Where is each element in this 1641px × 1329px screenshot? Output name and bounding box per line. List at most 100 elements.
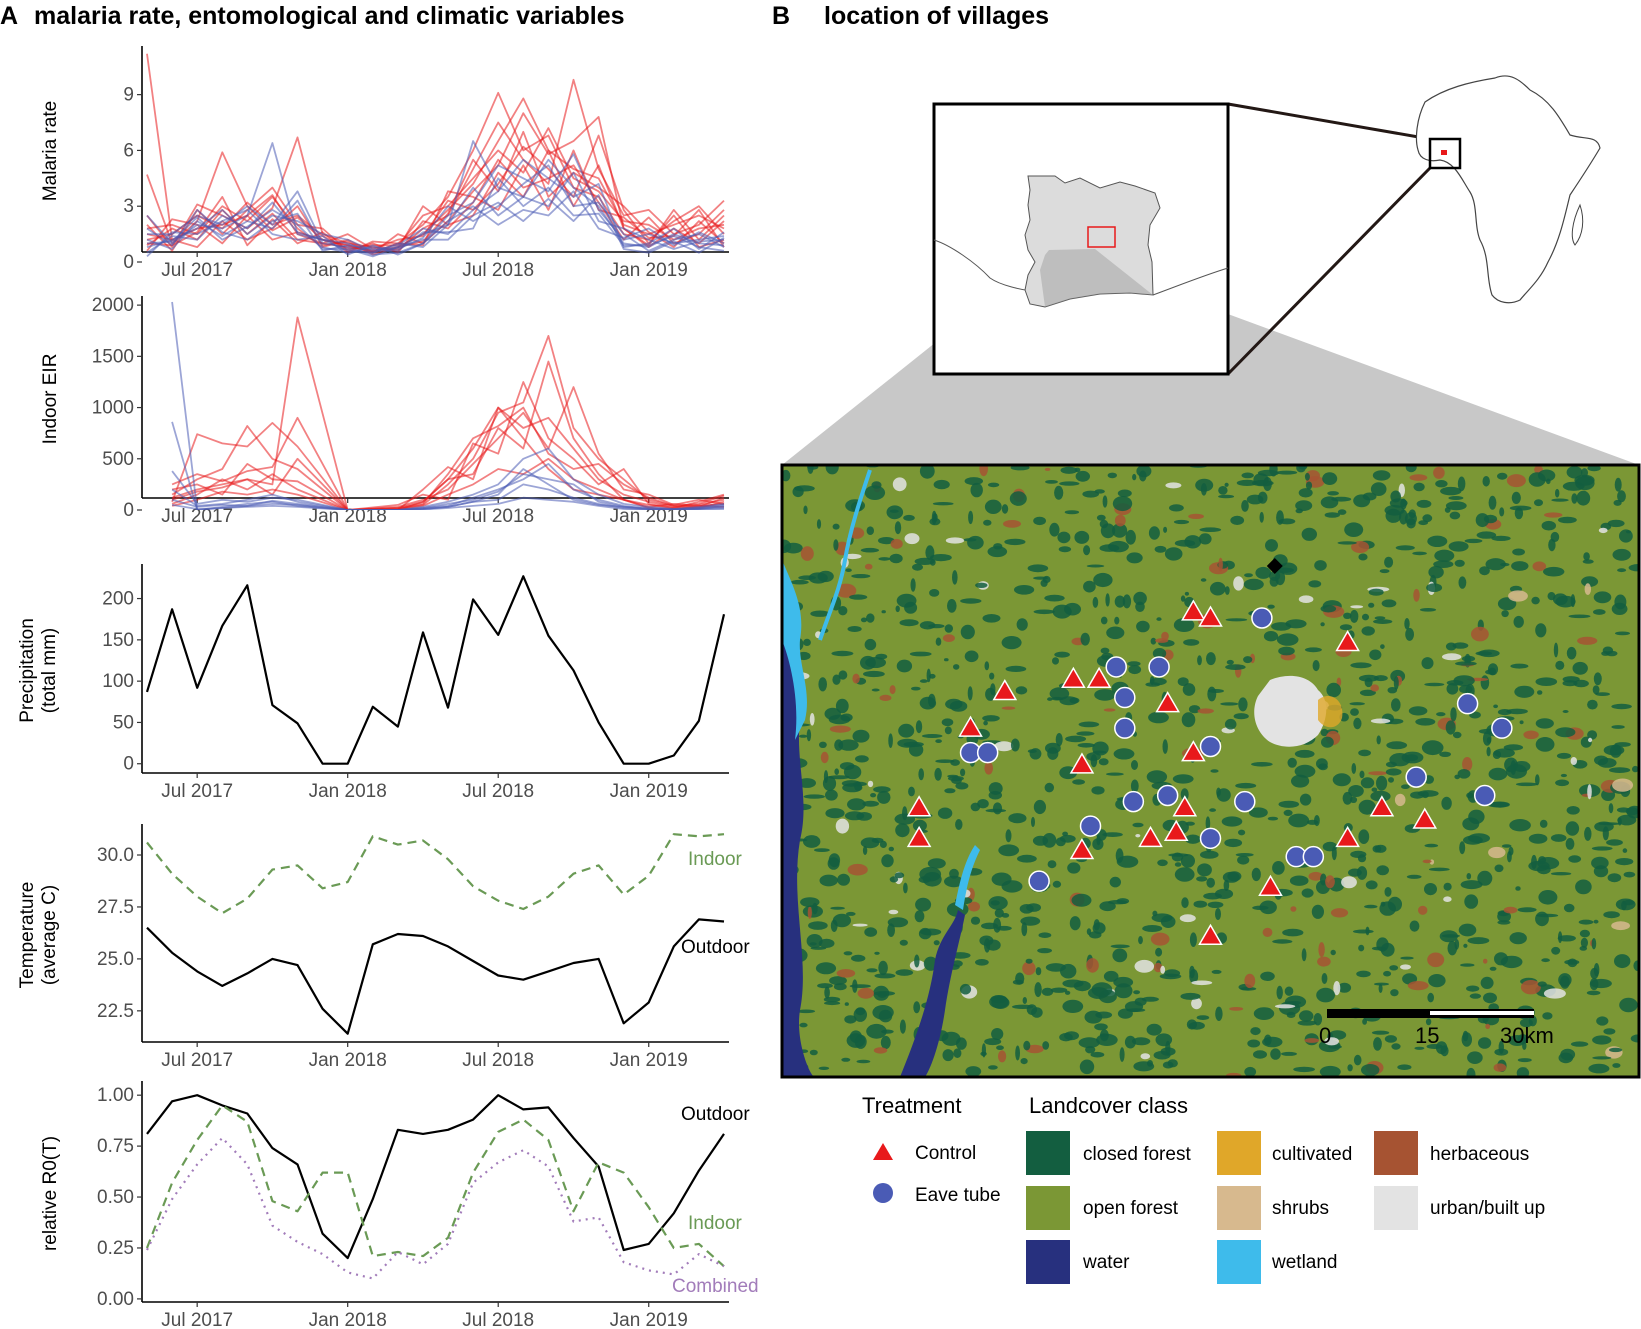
landcover-patch [1055, 837, 1066, 847]
landcover-patch [1606, 839, 1623, 846]
landcover-patch [843, 553, 862, 560]
landcover-patch [1587, 784, 1592, 800]
landcover-patch [967, 535, 984, 550]
landcover-patch [1611, 602, 1628, 616]
landcover-patch [889, 553, 903, 564]
landcover-patch [1262, 927, 1273, 938]
landcover-patch [1575, 879, 1592, 895]
landcover-patch [1395, 545, 1415, 551]
shrubs-swatch [1217, 1186, 1261, 1230]
landcover-patch [878, 557, 891, 561]
landcover-patch [1477, 870, 1493, 886]
landcover-patch [1589, 978, 1599, 991]
landcover-patch [919, 465, 935, 479]
landcover-patch [1253, 473, 1269, 486]
landcover-patch [1197, 863, 1212, 877]
landcover-patch [843, 764, 862, 780]
scale-label-15: 15 [1415, 1023, 1439, 1048]
landcover-patch [1424, 843, 1439, 848]
landcover-patch [1421, 791, 1429, 799]
landcover-patch [983, 519, 992, 526]
landcover-patch [1140, 1053, 1151, 1060]
y-tick-label: 100 [102, 671, 134, 692]
landcover-patch [1050, 987, 1068, 993]
landcover-patch [847, 863, 868, 876]
scale-label-30km: 30km [1500, 1023, 1554, 1048]
landcover-patch [1250, 1027, 1261, 1036]
control-village-marker [906, 825, 932, 848]
x-tick-label: Jul 2017 [161, 1310, 233, 1329]
landcover-patch [1229, 1007, 1244, 1011]
landcover-patch [1593, 919, 1599, 924]
landcover-patch [1454, 939, 1460, 950]
landcover-patch [1615, 631, 1630, 636]
x-tick-label: Jan 2018 [309, 1050, 387, 1071]
combined-line [146, 1136, 725, 1280]
landcover-patch [1236, 479, 1258, 486]
landcover-patch [796, 1009, 816, 1014]
landcover-patch [798, 734, 808, 738]
landcover-patch [964, 650, 979, 663]
landcover-patch [1064, 990, 1071, 995]
landcover-patch [1541, 520, 1557, 531]
landcover-patch [1298, 595, 1314, 603]
landcover-patch [1133, 990, 1140, 995]
landcover-patch [1440, 486, 1462, 496]
landcover-patch [1253, 1050, 1267, 1059]
landcover-patch [919, 621, 936, 630]
landcover-patch [1188, 705, 1201, 714]
landcover-patch [808, 921, 828, 930]
landcover-patch [1054, 651, 1070, 658]
landcover-patch [1523, 730, 1539, 740]
landcover-patch [1497, 597, 1517, 611]
landcover-patch [1162, 739, 1168, 754]
landcover-patch [1241, 500, 1249, 512]
landcover-patch [1386, 741, 1408, 750]
landcover-patch [855, 1007, 866, 1016]
treatment-legend-title: Treatment [862, 1093, 961, 1118]
landcover-patch [1374, 982, 1389, 986]
landcover-patch [1409, 474, 1428, 481]
landcover-patch [1356, 970, 1371, 978]
landcover-patch [819, 741, 827, 748]
landcover-patch [1092, 838, 1104, 850]
landcover-patch [1480, 675, 1490, 690]
urban-area [1254, 675, 1327, 747]
x-tick-label: Jul 2017 [161, 260, 233, 281]
landcover-patch [1131, 760, 1138, 770]
landcover-patch [1052, 880, 1062, 888]
landcover-patch [903, 514, 915, 521]
landcover-patch [809, 942, 817, 946]
connector-line-top [1227, 102, 1431, 141]
landcover-patch [1198, 533, 1212, 545]
landcover-patch [824, 986, 830, 999]
landcover-patch [1442, 653, 1462, 661]
landcover-patch [1215, 1006, 1223, 1021]
landcover-patch [1243, 578, 1264, 591]
landcover-patch [1591, 938, 1597, 950]
landcover-patch [945, 698, 963, 710]
landcover-patch [1008, 813, 1027, 824]
landcover-patch [1230, 515, 1245, 526]
landcover-patch [1418, 905, 1428, 915]
landcover-patch [1156, 617, 1162, 621]
landcover-patch [1593, 865, 1609, 878]
landcover-patch [819, 874, 838, 887]
landcover-patch [1206, 877, 1215, 888]
landcover-patch [1563, 903, 1575, 913]
landcover-patch [857, 987, 874, 999]
landcover-patch [1301, 948, 1307, 962]
landcover-patch [912, 563, 923, 571]
landcover-patch [874, 973, 896, 979]
water-label: water [1082, 1252, 1130, 1273]
landcover-patch [1251, 762, 1273, 767]
landcover-patch [1592, 1035, 1612, 1045]
landcover-patch [964, 477, 983, 486]
landcover-patch [1054, 485, 1064, 500]
x-tick-label: Jan 2019 [610, 1050, 688, 1071]
landcover-patch [1106, 626, 1125, 640]
control-village-marker [1069, 752, 1095, 774]
landcover-patch [1630, 1034, 1639, 1043]
landcover-patch [815, 962, 837, 975]
y-tick-label: 50 [113, 712, 134, 733]
